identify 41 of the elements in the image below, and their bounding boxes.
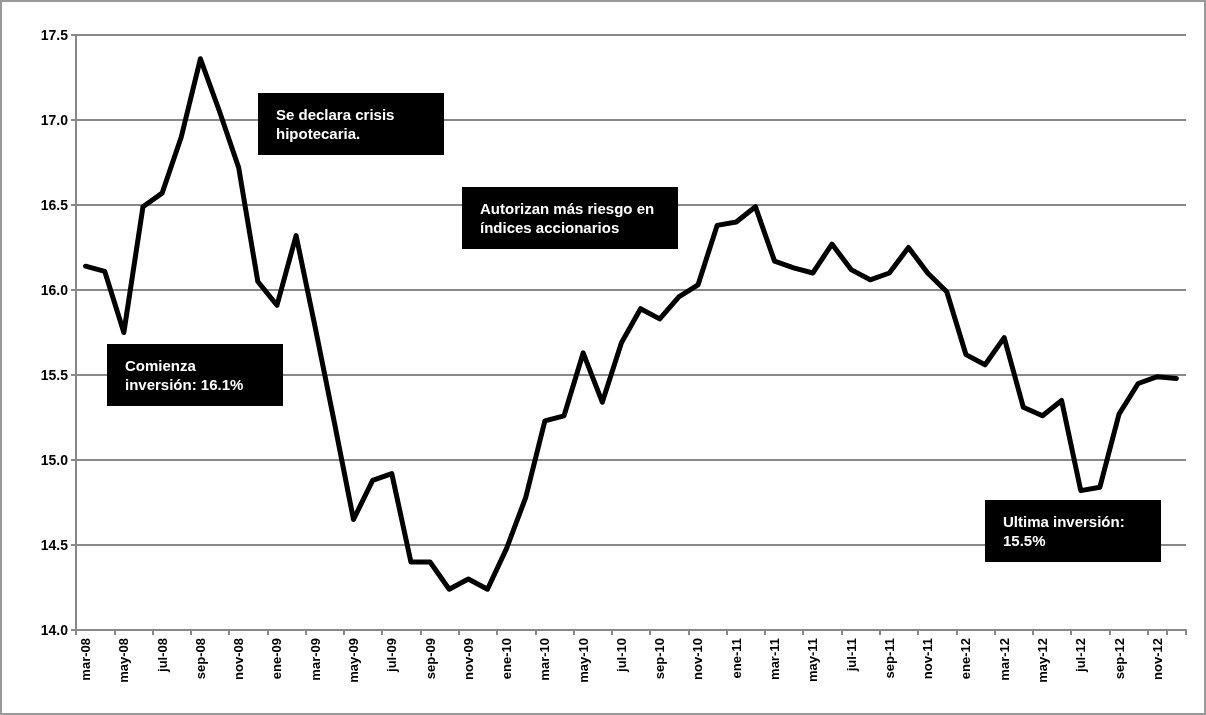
y-tick-label: 16.5 [40,197,69,213]
x-tick-label: nov-10 [690,638,706,680]
x-tick-label: may-11 [805,638,821,683]
x-tick-label: jul-08 [154,638,170,673]
x-tick-label: ene-09 [269,638,285,680]
x-tick-label: mar-11 [767,638,783,680]
x-tick-label: may-10 [575,638,591,683]
x-tick-label: jul-12 [1073,638,1089,673]
y-tick-label: 17.5 [40,27,69,43]
text-box: Autorizan más riesgo en índices accionarios [462,187,678,249]
x-tick-label: may-12 [1034,638,1050,683]
x-tick-label: mar-10 [537,638,553,681]
x-tick-label: nov-11 [920,638,936,680]
x-tick-label: nov-09 [460,638,476,680]
y-tick-label: 14.5 [40,537,69,553]
x-tick-label: ene-10 [499,638,515,680]
x-tick-label: ene-12 [958,638,974,680]
x-tick-label: jul-09 [384,638,400,673]
x-tick-label: mar-08 [78,638,94,681]
x-tick-label: sep-09 [422,638,438,680]
x-tick-label: jul-10 [613,638,629,673]
y-tick-label: 17.0 [40,112,69,128]
x-tick-label: sep-08 [192,638,208,680]
text-box: Comienza inversión: 16.1% [107,344,283,406]
x-tick-label: sep-11 [881,638,897,679]
text-box: Se declara crisis hipotecaria. [258,93,444,155]
x-tick-label: mar-12 [996,638,1012,681]
y-tick-label: 15.0 [40,452,69,468]
y-tick-label: 15.5 [40,367,69,383]
x-tick-label: ene-11 [728,638,744,679]
x-tick-label: jul-11 [843,638,859,673]
x-tick-label: nov-08 [231,638,247,680]
x-tick-label: may-09 [346,638,361,683]
x-tick-label: mar-09 [307,638,323,681]
x-tick-label: sep-10 [652,638,668,680]
x-tick-label: may-08 [116,638,132,683]
x-tick-label: sep-12 [1111,638,1127,680]
y-tick-label: 14.0 [40,622,69,638]
text-box: Ultima inversión: 15.5% [985,500,1161,562]
x-tick-label: nov-12 [1149,638,1165,680]
y-tick-label: 16.0 [40,282,69,298]
